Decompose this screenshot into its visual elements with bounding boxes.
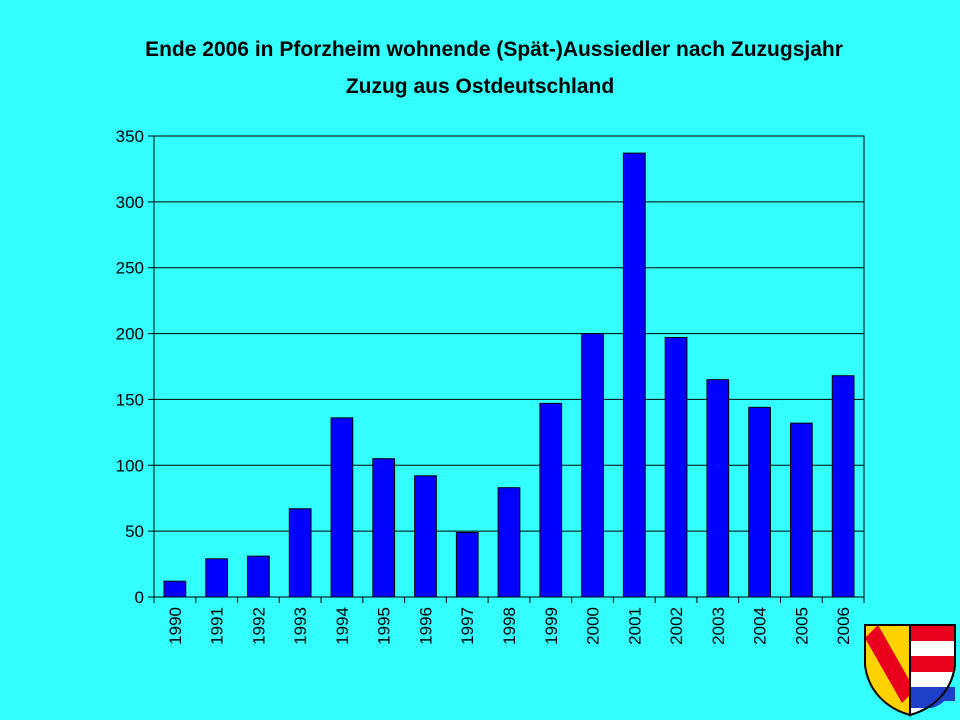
x-tick-label: 1995 [375,607,394,645]
bar [455,531,479,598]
y-tick-label: 200 [116,325,144,344]
bar [247,555,270,598]
x-tick-label: 2006 [834,607,853,645]
bar [414,475,437,598]
bar [288,508,312,598]
x-tick-label: 1993 [291,607,310,645]
y-tick-label: 0 [135,588,144,607]
bar [539,402,563,598]
y-tick-labels: 0 50 100 150 200 250 300 350 [116,127,144,607]
bars [163,152,855,598]
y-tick-label: 300 [116,193,144,212]
y-tick-label: 350 [116,127,144,146]
x-tick-label: 1997 [458,607,477,645]
y-tick-label: 250 [116,259,144,278]
x-tick-label: 1990 [166,607,185,645]
chart-subtitle-text: Zuzug aus Ostdeutschland [345,75,615,98]
x-tick-label: 2001 [625,607,644,645]
x-tick-label: 1991 [208,607,227,645]
grid-lines [154,135,864,532]
x-tick-labels: 1990 1991 1992 1993 1994 1995 1996 1997 1998 1999… [166,607,853,645]
bar [706,379,730,598]
bar [664,337,688,598]
bar [163,580,187,598]
bar [581,333,604,598]
y-tick-label: 150 [116,390,144,409]
x-tick-label: 1999 [542,607,561,645]
x-tick-label: 1996 [416,607,435,645]
x-tick-label: 1998 [500,607,519,645]
chart-subtitle: Zuzug aus Ostdeutschland [0,75,960,99]
bar [497,487,521,598]
y-tick-label: 100 [116,456,144,475]
x-tick-label: 2002 [667,607,686,645]
x-tick-label: 2005 [792,607,811,645]
x-tick-label: 2004 [751,607,770,645]
bar [831,375,855,598]
x-tick-label: 2003 [709,607,728,645]
x-tick-label: 1994 [333,607,352,645]
bar [789,422,813,598]
bar [372,458,396,598]
bar [205,558,229,598]
axes [148,135,865,603]
bar [330,417,354,598]
y-tick-label: 50 [125,522,144,541]
x-tick-label: 1992 [249,607,268,645]
pforzheim-coat-of-arms-icon [864,624,956,717]
bar [622,152,646,598]
chart-title: Ende 2006 in Pforzheim wohnende (Spät-)A… [145,38,843,61]
x-tick-label: 2000 [584,607,603,645]
bar [748,406,771,598]
